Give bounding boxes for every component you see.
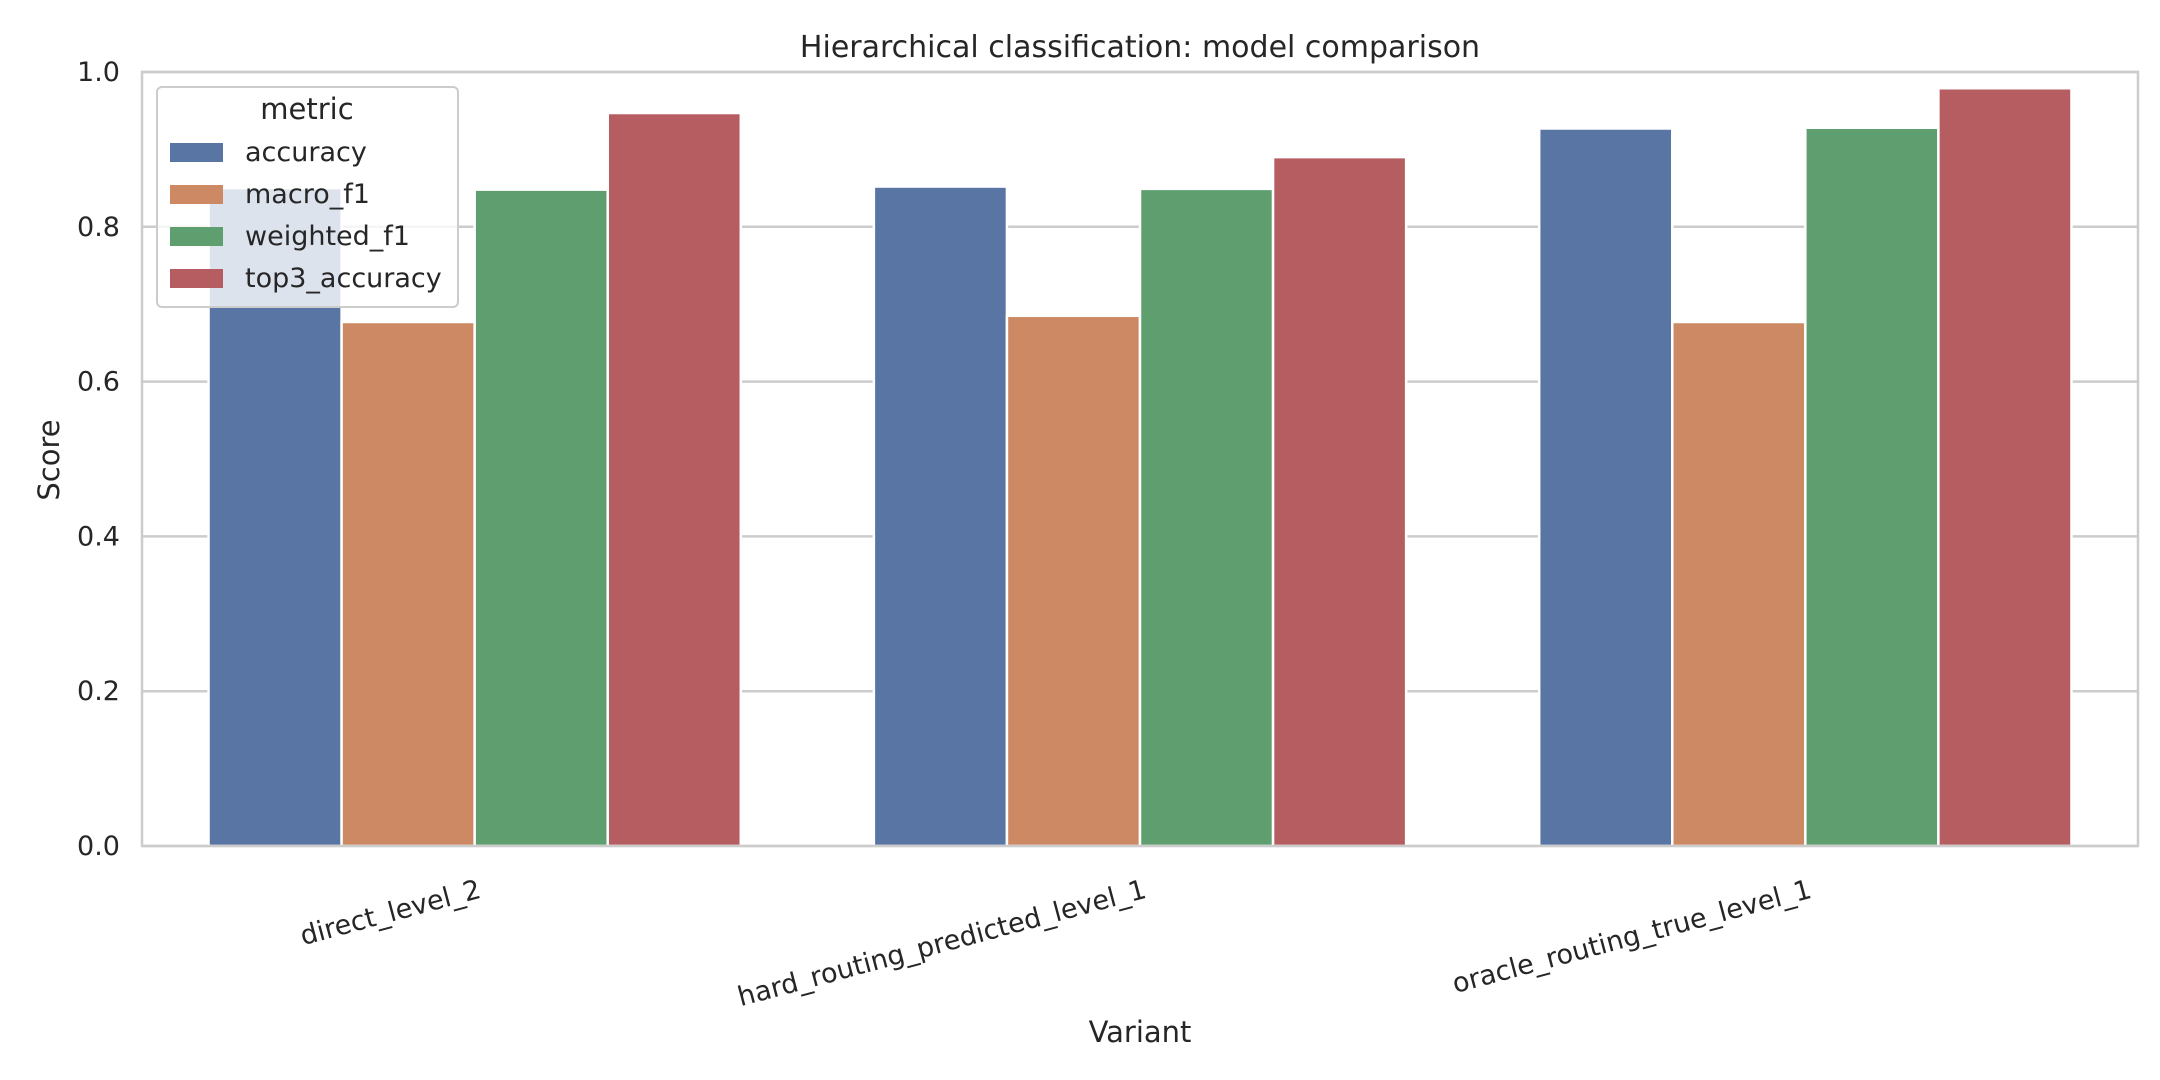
y-tick-label: 1.0 [77, 57, 120, 88]
bar-macro_f1-direct_level_2 [340, 320, 476, 848]
y-tick-label: 0.0 [77, 831, 120, 862]
legend-swatch-macro_f1 [170, 185, 223, 204]
legend-label-weighted_f1: weighted_f1 [245, 221, 410, 252]
y-tick-label: 0.8 [77, 212, 120, 243]
bars [207, 87, 2073, 848]
legend-label-macro_f1: macro_f1 [245, 179, 370, 210]
chart-title: Hierarchical classification: model compa… [800, 30, 1480, 65]
bar-weighted_f1-hard_routing_predicted_level_1 [1138, 187, 1275, 848]
y-axis-title: Score [32, 419, 66, 500]
bar-top3_accuracy-direct_level_2 [606, 111, 743, 848]
y-tick-label: 0.2 [77, 676, 120, 707]
x-tick-label: oracle_routing_true_level_1 [1449, 874, 1815, 1000]
x-tick-labels: direct_level_2 hard_routing_predicted_lev… [297, 874, 1815, 1013]
bar-macro_f1-hard_routing_predicted_level_1 [1005, 314, 1142, 848]
legend-title: metric [260, 92, 353, 126]
bar-macro_f1-oracle_routing_true_level_1 [1671, 320, 1807, 848]
legend-label-accuracy: accuracy [245, 137, 367, 168]
legend-swatch-weighted_f1 [170, 227, 223, 246]
x-tick-label: hard_routing_predicted_level_1 [734, 874, 1149, 1013]
legend-box [156, 86, 459, 308]
x-tick-label: direct_level_2 [297, 874, 484, 952]
x-axis-title: Variant [1089, 1015, 1192, 1049]
y-tick-label: 0.6 [77, 367, 120, 398]
legend-swatch-accuracy [170, 143, 223, 162]
y-tick-labels: 0.0 0.2 0.4 0.6 0.8 1.0 [77, 57, 120, 862]
bar-top3_accuracy-oracle_routing_true_level_1 [1937, 87, 2073, 848]
plot-frame [140, 70, 2140, 848]
legend-label-top3_accuracy: top3_accuracy [245, 263, 442, 294]
bar-accuracy-hard_routing_predicted_level_1 [872, 185, 1009, 848]
bar-weighted_f1-direct_level_2 [473, 188, 609, 848]
legend-swatch-top3_accuracy [170, 269, 223, 288]
legend: metric accuracy macro_f1 weighted_f1 top3_a… [156, 86, 459, 308]
y-tick-label: 0.4 [77, 521, 120, 552]
bar-weighted_f1-oracle_routing_true_level_1 [1804, 126, 1940, 848]
bar-top3_accuracy-hard_routing_predicted_level_1 [1271, 155, 1408, 848]
bar-accuracy-oracle_routing_true_level_1 [1537, 127, 1674, 848]
